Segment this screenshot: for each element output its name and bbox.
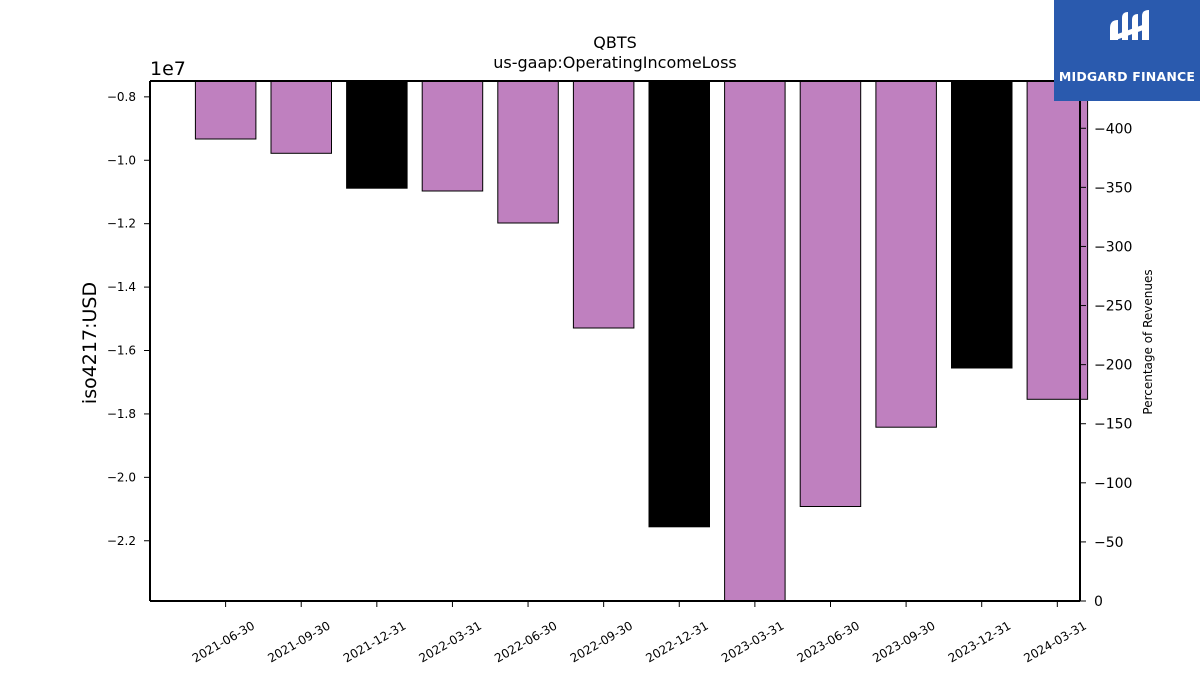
bar-2023-12-31 xyxy=(951,80,1013,369)
chart-subtitle: us-gaap:OperatingIncomeLoss xyxy=(493,53,737,72)
logo-mark-icon xyxy=(1110,10,1149,40)
bar-2021-06-30 xyxy=(194,80,257,140)
brand-logo: MIDGARD FINANCE xyxy=(1054,0,1200,101)
y2-tick-label: −100 xyxy=(1094,476,1132,492)
x-tick-label: 2023-12-31 xyxy=(946,618,1013,665)
x-tick-label: 2021-06-30 xyxy=(190,618,257,665)
bar-2023-06-30 xyxy=(799,80,862,507)
y2-tick-label: −150 xyxy=(1094,417,1132,433)
y-tick-label: −1.0 xyxy=(107,153,136,167)
bar-2023-03-31 xyxy=(724,80,786,602)
bar-2022-06-30 xyxy=(497,80,559,224)
bar-2021-09-30 xyxy=(270,80,332,154)
y-offset-label: 1e7 xyxy=(150,58,186,80)
x-tick-label: 2021-12-31 xyxy=(341,618,408,665)
y-tick-label: −1.4 xyxy=(107,280,136,294)
x-tick-label: 2023-06-30 xyxy=(795,618,862,665)
x-tick-label: 2021-09-30 xyxy=(265,618,332,665)
bar-2022-03-31 xyxy=(421,80,484,192)
y2-tick-label: 0 xyxy=(1094,594,1103,610)
y-ticks: −0.8 −1.0 −1.2 −1.4 −1.6 −1.8 −2.0 −2.2 xyxy=(107,90,150,548)
y2-tick-label: −350 xyxy=(1094,180,1132,196)
x-tick-label: 2022-03-31 xyxy=(417,618,484,665)
x-tick-label: 2024-03-31 xyxy=(1021,618,1088,665)
bar-2022-12-31 xyxy=(648,80,710,528)
bar-2024-03-31 xyxy=(1026,80,1089,400)
y-tick-label: −1.2 xyxy=(107,217,136,231)
bar-2023-09-30 xyxy=(875,80,937,428)
y-axis-label: iso4217:USD xyxy=(79,282,101,404)
x-ticks: 2021-06-30 2021-09-30 2021-12-31 2022-03-31… xyxy=(190,601,1089,665)
y2-tick-label: −200 xyxy=(1094,358,1132,374)
y2-tick-label: −50 xyxy=(1094,535,1124,551)
chart-title: QBTS xyxy=(593,33,637,52)
y2-tick-label: −250 xyxy=(1094,299,1132,315)
y2-axis-label: Percentage of Revenues xyxy=(1141,269,1155,414)
y-tick-label: −2.0 xyxy=(107,470,136,484)
y-tick-label: −1.6 xyxy=(107,344,136,358)
brand-logo-text: MIDGARD FINANCE xyxy=(1058,69,1196,84)
y2-tick-label: −300 xyxy=(1094,239,1132,255)
x-tick-label: 2023-03-31 xyxy=(719,618,786,665)
bar-2022-09-30 xyxy=(572,80,635,329)
x-tick-label: 2022-12-31 xyxy=(643,618,710,665)
y-tick-label: −0.8 xyxy=(107,90,136,104)
y-tick-label: −1.8 xyxy=(107,407,136,421)
x-tick-label: 2022-06-30 xyxy=(492,618,559,665)
bar-2021-12-31 xyxy=(346,80,408,189)
y-tick-label: −2.2 xyxy=(107,534,136,548)
bars xyxy=(194,80,1089,602)
x-tick-label: 2022-09-30 xyxy=(568,618,635,665)
axes-frame xyxy=(149,80,1081,602)
y2-tick-label: −400 xyxy=(1094,121,1132,137)
x-tick-label: 2023-09-30 xyxy=(870,618,937,665)
